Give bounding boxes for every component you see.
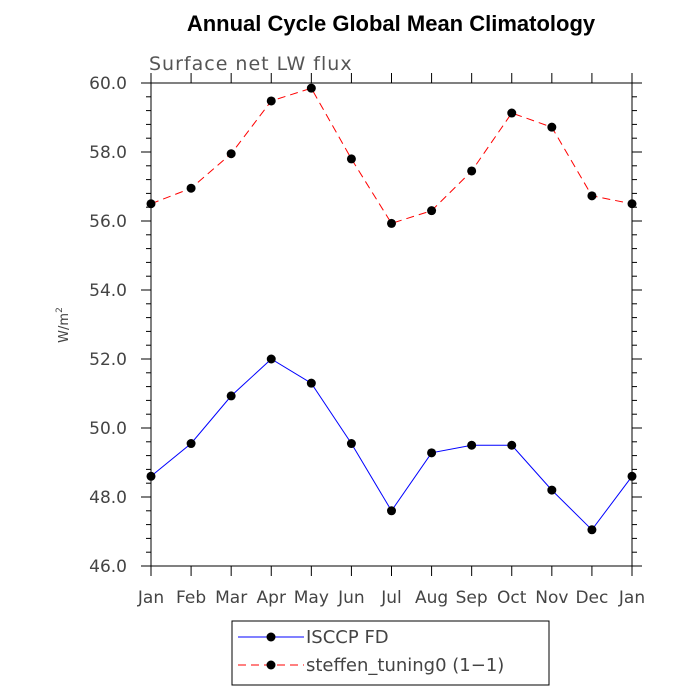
series-1-point <box>226 149 236 159</box>
series-0-point <box>427 448 437 458</box>
x-tick-label: May <box>294 588 329 608</box>
series-1-point <box>467 166 477 176</box>
series-1-point <box>186 183 196 193</box>
x-tick-label: Oct <box>497 588 527 608</box>
series-line-1 <box>150 87 633 224</box>
x-tick-label: Aug <box>415 588 448 608</box>
y-tick-label: 48.0 <box>89 488 127 508</box>
plot-border <box>150 82 633 567</box>
y-axis-label: W/m2 <box>55 307 72 343</box>
y-axis-label-superscript: 2 <box>55 307 65 313</box>
x-tick-label: Jan <box>618 588 645 608</box>
x-tick-label: Mar <box>215 588 247 608</box>
series-1-point <box>427 206 437 216</box>
y-tick-label: 60.0 <box>89 74 127 94</box>
series-0-point <box>387 506 396 516</box>
legend: ISCCP FD steffen_tuning0 (1−1) <box>231 620 550 686</box>
series-lines <box>146 83 637 535</box>
series-1-point <box>587 191 597 201</box>
y-tick-label: 50.0 <box>89 419 127 439</box>
series-0-point <box>627 471 637 481</box>
x-tick-label: Jul <box>380 588 402 608</box>
series-0-point <box>226 391 236 401</box>
series-1-point <box>507 108 517 118</box>
series-0-point <box>587 525 597 535</box>
x-tick-label: Sep <box>456 588 488 608</box>
x-tick-label: Dec <box>575 588 608 608</box>
series-1-point <box>627 199 637 209</box>
legend-box <box>231 620 550 686</box>
series-0-point <box>186 439 196 449</box>
series-0-point <box>507 440 517 450</box>
legend-swatch-marker-0 <box>266 632 276 642</box>
series-1-point <box>547 122 557 132</box>
series-1-point <box>266 96 276 106</box>
y-tick-label: 52.0 <box>89 350 127 370</box>
series-0-point <box>306 378 316 388</box>
plot-frame <box>150 82 633 567</box>
x-tick-label: Feb <box>176 588 206 608</box>
chart-subtitle: Surface net LW flux <box>149 53 353 75</box>
chart-title: Annual Cycle Global Mean Climatology <box>187 11 596 36</box>
x-tick-label: Nov <box>535 588 568 608</box>
y-tick-label: 56.0 <box>89 212 127 232</box>
series-0-point <box>547 485 557 495</box>
y-tick-label: 46.0 <box>89 557 127 577</box>
legend-label-0: ISCCP FD <box>306 627 389 648</box>
x-tick-label: Jan <box>137 588 164 608</box>
series-0-point <box>467 440 477 450</box>
series-0-point <box>346 439 356 449</box>
series-1-point <box>306 83 316 93</box>
y-tick-label: 58.0 <box>89 143 127 163</box>
y-axis-ticks: 46.0 48.0 50.0 52.0 54.0 56.0 58.0 60.0 <box>89 74 642 577</box>
legend-label-1: steffen_tuning0 (1−1) <box>306 655 504 676</box>
series-0-point <box>146 471 156 481</box>
y-tick-label: 54.0 <box>89 281 127 301</box>
y-axis-label-text: W/m <box>57 313 72 343</box>
series-0-point <box>266 354 276 364</box>
series-1-point <box>146 199 156 209</box>
legend-swatch-marker-1 <box>266 660 276 670</box>
x-tick-label: Apr <box>257 588 286 608</box>
x-axis-ticks: Jan Feb Mar Apr May Jun Jul Aug Sep Oct Nov Dec Jan <box>137 73 645 608</box>
series-line-0 <box>150 358 633 531</box>
series-1-point <box>387 218 396 228</box>
x-tick-label: Jun <box>337 588 365 608</box>
series-1-point <box>346 154 356 164</box>
